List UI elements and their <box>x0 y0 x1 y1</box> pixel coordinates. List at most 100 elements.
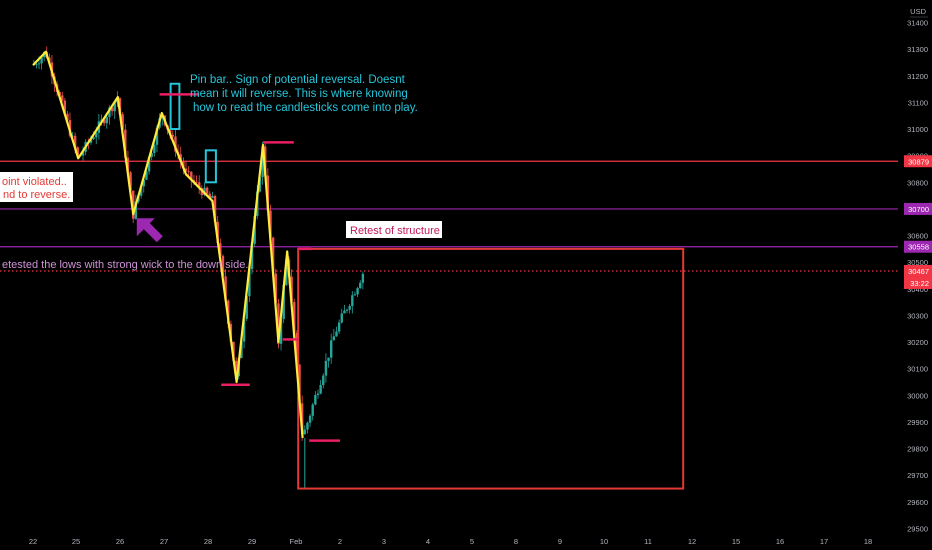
candle-body <box>316 393 320 396</box>
candle-body <box>124 129 127 158</box>
pin-marks <box>159 93 340 442</box>
retest-label: Retest of structure <box>350 225 440 237</box>
y-tick-label: 30500 <box>907 258 928 267</box>
price-tag-bg <box>904 202 932 215</box>
candle-body <box>81 151 85 156</box>
candle-body <box>319 385 322 394</box>
x-tick-label: 10 <box>600 537 608 546</box>
price-axis[interactable]: USD3140031300312003110031000309003080030… <box>898 0 932 550</box>
candle-body <box>221 255 225 277</box>
y-tick-label: 31200 <box>907 72 928 81</box>
candle-body <box>340 313 343 323</box>
candle-body <box>258 177 262 192</box>
x-tick-label: 26 <box>116 537 124 546</box>
highlight-box-2 <box>204 149 217 184</box>
price-tag-30700: 30700 <box>908 205 929 214</box>
candle-body <box>261 146 264 178</box>
currency-label: USD <box>910 7 926 16</box>
candle-body <box>89 139 93 143</box>
price-tag-30467: 30467 <box>908 267 929 276</box>
candle-body <box>63 100 67 114</box>
candle-body <box>361 273 365 283</box>
annotations: Pin bar.. Sign of potential reversal. Do… <box>0 74 442 271</box>
candle-body <box>110 107 114 112</box>
candle-body <box>205 187 209 194</box>
candle-body <box>121 114 124 130</box>
candle-body <box>240 341 243 359</box>
y-tick-label: 29600 <box>907 498 928 507</box>
candle-body <box>269 210 272 238</box>
pin-bar-note-line: how to read the candlesticks come into p… <box>193 102 418 114</box>
candle-body <box>224 276 227 301</box>
x-tick-label: 28 <box>204 537 212 546</box>
candle-body <box>345 309 349 311</box>
time-axis[interactable]: 22 25 26 27 28 29 Feb 2 3 4 5 8 9 10 11 12 15 16 17 18 <box>29 537 872 546</box>
retest-box <box>297 247 685 490</box>
candle-body <box>314 395 317 405</box>
y-tick-label: 31300 <box>907 45 928 54</box>
candle-body <box>343 310 346 314</box>
x-tick-label: 11 <box>644 537 652 546</box>
candle-body <box>184 168 188 172</box>
x-tick-label: 5 <box>470 537 474 546</box>
violated-note-line: nd to reverse. <box>3 189 70 201</box>
y-tick-label: 30600 <box>907 232 928 241</box>
zigzag-lines <box>32 50 304 439</box>
candle-body <box>190 171 193 181</box>
candle-body <box>66 113 69 120</box>
candle-body <box>274 273 277 304</box>
y-tick-label: 30400 <box>907 285 928 294</box>
candle-body <box>92 137 95 140</box>
candle-body <box>150 153 153 157</box>
candle-body <box>105 117 108 124</box>
candle-body <box>213 196 217 222</box>
candle-body <box>73 135 77 148</box>
x-tick-label: Feb <box>290 537 303 546</box>
y-tick-label: 30300 <box>907 311 928 320</box>
candle-body <box>356 288 359 295</box>
candle-body <box>211 196 214 198</box>
price-tag-bg <box>904 155 932 168</box>
candle-body <box>351 295 354 306</box>
y-tick-label: 31000 <box>907 125 928 134</box>
x-tick-label: 4 <box>426 537 430 546</box>
candle-body <box>306 422 309 430</box>
candle-body <box>303 429 306 435</box>
candle-body <box>335 331 338 337</box>
x-tick-label: 15 <box>732 537 740 546</box>
y-tick-label: 30200 <box>907 338 928 347</box>
candle-body <box>311 404 314 416</box>
y-tick-label: 30000 <box>907 391 928 400</box>
y-tick-label: 29700 <box>907 471 928 480</box>
x-tick-label: 8 <box>514 537 518 546</box>
x-tick-label: 17 <box>820 537 828 546</box>
candle-body <box>324 360 328 376</box>
x-tick-label: 12 <box>688 537 696 546</box>
candle-body <box>332 336 336 341</box>
arrow-up-left-icon <box>136 218 163 243</box>
zigzag-line <box>32 50 304 439</box>
candle-body <box>195 181 198 183</box>
candle-body <box>250 243 254 270</box>
x-tick-label: 29 <box>248 537 256 546</box>
candle-body <box>76 147 79 156</box>
candle-body <box>145 171 148 180</box>
y-tick-label: 31100 <box>908 98 928 107</box>
x-tick-label: 18 <box>864 537 872 546</box>
x-tick-label: 16 <box>776 537 784 546</box>
pin-bar-note-line: mean it will reverse. This is where know… <box>190 88 408 100</box>
x-tick-label: 25 <box>72 537 80 546</box>
candle-body <box>245 296 248 319</box>
candle-body <box>285 259 288 286</box>
price-tag-bg <box>904 264 932 277</box>
candle-body <box>353 294 357 296</box>
highlight-boxes <box>169 82 685 490</box>
countdown-bg <box>904 276 932 289</box>
candle-body <box>248 269 251 297</box>
candle-body <box>198 182 201 189</box>
pin-bar-note-line: Pin bar.. Sign of potential reversal. Do… <box>190 74 406 86</box>
candle-body <box>179 154 182 162</box>
candle-body <box>271 237 275 274</box>
